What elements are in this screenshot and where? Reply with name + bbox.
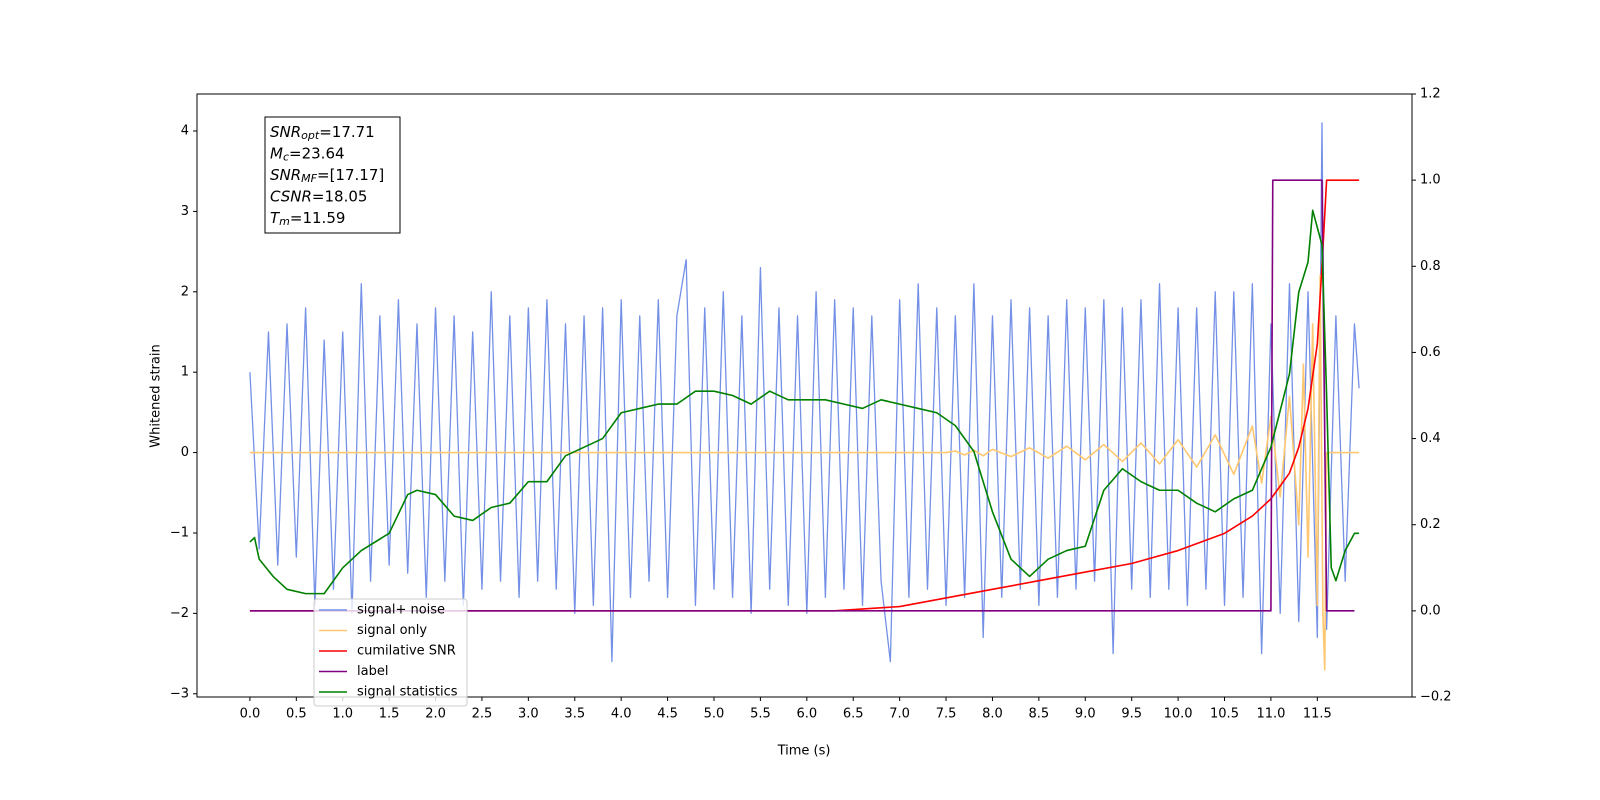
x-tick-label: 6.5: [843, 707, 864, 722]
annotation-text: =17.71: [319, 123, 375, 141]
x-tick-label: 2.0: [425, 707, 446, 722]
annotation: CSNR=18.05: [270, 187, 367, 205]
x-tick-label: 3.0: [518, 707, 539, 722]
legend-label: signal statistics: [357, 685, 458, 700]
y2-tick-label: 0.0: [1420, 603, 1441, 618]
y-tick-label: −1: [170, 525, 189, 540]
x-tick-label: 3.5: [564, 707, 585, 722]
x-tick-label: 7.0: [889, 707, 910, 722]
x-tick-label: 9.0: [1075, 707, 1096, 722]
x-tick-label: 2.5: [472, 707, 493, 722]
annotation: Tm=11.59: [270, 209, 345, 229]
x-tick-label: 5.0: [704, 707, 725, 722]
y2-tick-label: 0.4: [1420, 431, 1441, 446]
annotations: SNRopt=17.71Mc=23.64SNRMF=[17.17]CSNR=18…: [270, 123, 384, 229]
y2-tick-label: 0.8: [1420, 259, 1441, 274]
y-tick-label: 2: [181, 284, 189, 299]
x-tick-label: 11.5: [1303, 707, 1332, 722]
x-tick-label: 11.0: [1256, 707, 1285, 722]
series-line: [249, 274, 1360, 671]
series-line: [249, 179, 1360, 612]
annotation-symbol: M: [270, 144, 283, 162]
annotation-text: =[17.17]: [317, 166, 384, 184]
annotation: Mc=23.64: [270, 144, 345, 164]
y-tick-label: 4: [181, 123, 189, 138]
x-tick-label: 10.0: [1164, 707, 1193, 722]
annotation-symbol: SNR: [270, 123, 301, 141]
legend-entries: signal+ noise signal only cumilative SNR la…: [319, 603, 458, 700]
annotation-box: [264, 116, 401, 234]
y-axis-label: Whitened strain: [149, 344, 164, 447]
x-tick-label: 0.0: [240, 707, 261, 722]
x-tick-label: 0.5: [286, 707, 307, 722]
x-tick-label: 8.0: [982, 707, 1003, 722]
annotation-subscript: MF: [301, 172, 317, 185]
y-tick-label: 1: [181, 365, 189, 380]
y-tick-label: −3: [170, 686, 189, 701]
legend-label: cumilative SNR: [357, 644, 456, 659]
legend-label: signal only: [357, 623, 427, 638]
annotation-symbol: T: [270, 209, 281, 227]
x-tick-label: 7.5: [936, 707, 957, 722]
x-tick-label: 1.5: [379, 707, 400, 722]
y2-tick-label: 0.2: [1420, 517, 1441, 532]
annotation: SNRopt=17.71: [270, 123, 375, 143]
legend-label: signal+ noise: [357, 603, 445, 618]
plot-layer: 0.0 0.5 1.0 1.5 2.0 2.5 3.0 3.5 4.0 4.5 5.0 5.5 6.0 6…: [170, 87, 1452, 722]
x-tick-label: 8.5: [1029, 707, 1050, 722]
y-tick-label: 0: [181, 445, 189, 460]
annotation-subscript: m: [279, 215, 290, 228]
y2-tick-label: −0.2: [1420, 690, 1452, 705]
y2-tick-label: 0.6: [1420, 345, 1441, 360]
x-axis-label: Time (s): [777, 744, 831, 759]
series-line: [249, 122, 1360, 663]
x-tick-label: 6.0: [796, 707, 817, 722]
x-tick-label: 10.5: [1210, 707, 1239, 722]
x-tick-label: 4.0: [611, 707, 632, 722]
y2-tick-label: 1.2: [1420, 87, 1441, 102]
x-tick-label: 9.5: [1121, 707, 1142, 722]
legend: [313, 598, 468, 707]
x-tick-label: 1.0: [332, 707, 353, 722]
annotation-text: =11.59: [290, 209, 346, 227]
series-line: [249, 209, 1360, 595]
y2-tick-label: 1.0: [1420, 173, 1441, 188]
annotation-text: =18.05: [312, 187, 368, 205]
annotation-symbol: SNR: [270, 166, 301, 184]
x-tick-label: 4.5: [657, 707, 678, 722]
annotation-subscript: c: [283, 151, 289, 164]
legend-label: label: [357, 664, 388, 679]
annotation-subscript: opt: [301, 129, 320, 142]
y-tick-label: 3: [181, 204, 189, 219]
series-line: [249, 179, 1355, 612]
annotation: SNRMF=[17.17]: [270, 166, 384, 186]
plot-frame: [196, 93, 1413, 698]
annotation-text: =23.64: [289, 144, 345, 162]
x-tick-label: 5.5: [750, 707, 771, 722]
y-tick-label: −2: [170, 606, 189, 621]
annotation-symbol: CSNR: [270, 187, 312, 205]
